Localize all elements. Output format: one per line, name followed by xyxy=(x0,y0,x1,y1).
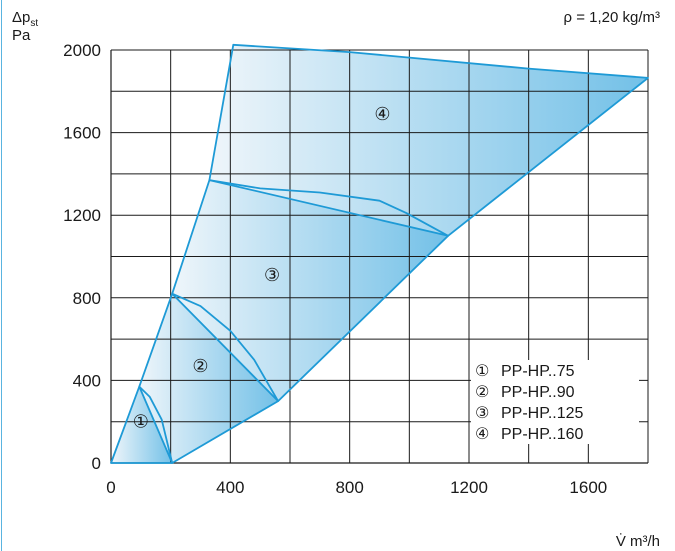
legend-item-bg xyxy=(471,402,639,423)
legend-marker: ① xyxy=(475,363,489,380)
y-axis-label: Δpst xyxy=(12,9,38,29)
legend-item-2: ② PP-HP..90 xyxy=(471,381,639,402)
x-tick-label: 1200 xyxy=(450,478,488,497)
y-tick-label: 1600 xyxy=(63,124,101,143)
x-tick-label: 0 xyxy=(106,478,115,497)
legend-label: PP-HP..90 xyxy=(501,384,575,401)
legend-label: PP-HP..125 xyxy=(501,405,584,422)
density-note: ρ = 1,20 kg/m³ xyxy=(564,9,661,26)
y-tick-label: 2000 xyxy=(63,41,101,60)
x-tick-label: 800 xyxy=(335,478,363,497)
legend-item-bg xyxy=(471,360,639,381)
legend-label: PP-HP..160 xyxy=(501,426,584,443)
region-4 xyxy=(209,44,648,236)
y-tick-label: 400 xyxy=(73,371,101,390)
y-tick-label: 800 xyxy=(73,289,101,308)
legend-item-bg xyxy=(471,381,639,402)
legend-label: PP-HP..75 xyxy=(501,363,575,380)
region-outline-4 xyxy=(208,43,649,237)
region-3 xyxy=(172,180,449,402)
x-axis-label: V̇ m³/h xyxy=(616,533,660,550)
legend-item-1: ① PP-HP..75 xyxy=(471,360,639,381)
y-axis-unit: Pa xyxy=(12,27,31,44)
region-1 xyxy=(111,386,173,463)
region-outline-2 xyxy=(138,292,280,464)
y-tick-label: 0 xyxy=(92,454,101,473)
region-marker-1: ① xyxy=(133,412,149,432)
legend-marker: ② xyxy=(475,384,489,401)
x-tick-label: 400 xyxy=(216,478,244,497)
region-marker-4: ④ xyxy=(374,104,390,124)
region-outline-3 xyxy=(171,179,450,403)
left-edge-line xyxy=(1,0,2,551)
x-tick-label: 1600 xyxy=(569,478,607,497)
region-outline-1 xyxy=(110,385,174,464)
region-marker-2: ② xyxy=(192,356,208,376)
y-tick-label: 1200 xyxy=(63,206,101,225)
region-marker-3: ③ xyxy=(264,265,280,285)
legend-item-4: ④ PP-HP..160 xyxy=(471,423,639,444)
legend-marker: ④ xyxy=(475,426,489,443)
legend-marker: ③ xyxy=(475,405,489,422)
legend-item-bg xyxy=(471,423,639,444)
legend-item-3: ③ PP-HP..125 xyxy=(471,402,639,423)
